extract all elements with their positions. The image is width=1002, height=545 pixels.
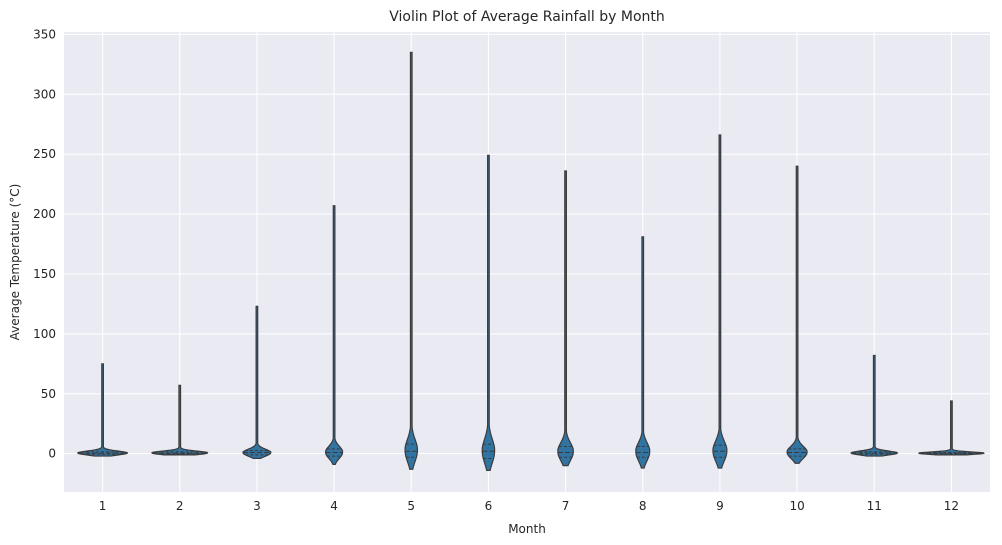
y-tick-label: 100 (33, 327, 56, 341)
y-tick-label: 300 (33, 87, 56, 101)
violin-body (786, 165, 808, 464)
violin-body (917, 400, 985, 456)
x-tick-label: 11 (867, 499, 882, 513)
x-tick-label: 2 (176, 499, 184, 513)
x-tick-label: 10 (789, 499, 804, 513)
x-tick-label: 4 (330, 499, 338, 513)
x-tick-label: 3 (253, 499, 261, 513)
violin-body (557, 170, 574, 467)
x-tick-label: 5 (407, 499, 415, 513)
x-tick-label: 12 (944, 499, 959, 513)
violin-month-11 (850, 354, 899, 457)
violin-body (481, 154, 496, 472)
violin-month-6 (481, 154, 496, 472)
violin-month-4 (324, 205, 344, 466)
violin-month-3 (242, 305, 272, 460)
violin-month-8 (635, 236, 651, 469)
violin-body (404, 51, 419, 470)
violin-month-2 (151, 384, 209, 456)
violin-body (77, 363, 128, 457)
chart-title: Violin Plot of Average Rainfall by Month (389, 9, 665, 25)
violin-month-10 (786, 165, 808, 464)
y-tick-label: 50 (41, 387, 56, 401)
violin-body (712, 134, 728, 469)
y-tick-label: 150 (33, 267, 56, 281)
y-tick-label: 350 (33, 27, 56, 41)
violin-month-12 (917, 400, 985, 456)
x-axis-label: Month (508, 522, 546, 536)
x-tick-label: 7 (562, 499, 570, 513)
violin-body (151, 384, 209, 456)
y-tick-label: 250 (33, 147, 56, 161)
x-axis-ticks: 1 2 3 4 5 6 7 8 9 10 11 12 (99, 499, 959, 513)
violin-month-7 (557, 170, 574, 467)
plot-background (64, 32, 990, 492)
violins (77, 51, 985, 472)
y-tick-label: 200 (33, 207, 56, 221)
x-tick-label: 1 (99, 499, 107, 513)
violin-body (850, 354, 899, 457)
violin-month-1 (77, 363, 128, 457)
violin-body (242, 305, 272, 460)
violin-body (324, 205, 344, 466)
violin-body (635, 236, 651, 469)
x-tick-label: 8 (639, 499, 647, 513)
x-tick-label: 9 (716, 499, 724, 513)
y-tick-label: 0 (48, 447, 56, 461)
y-axis-ticks: 0 50 100 150 200 250 300 350 (33, 27, 56, 460)
x-tick-label: 6 (485, 499, 493, 513)
violin-month-5 (404, 51, 419, 470)
violin-month-9 (712, 134, 728, 469)
y-axis-label: Average Temperature (°C) (8, 184, 22, 341)
